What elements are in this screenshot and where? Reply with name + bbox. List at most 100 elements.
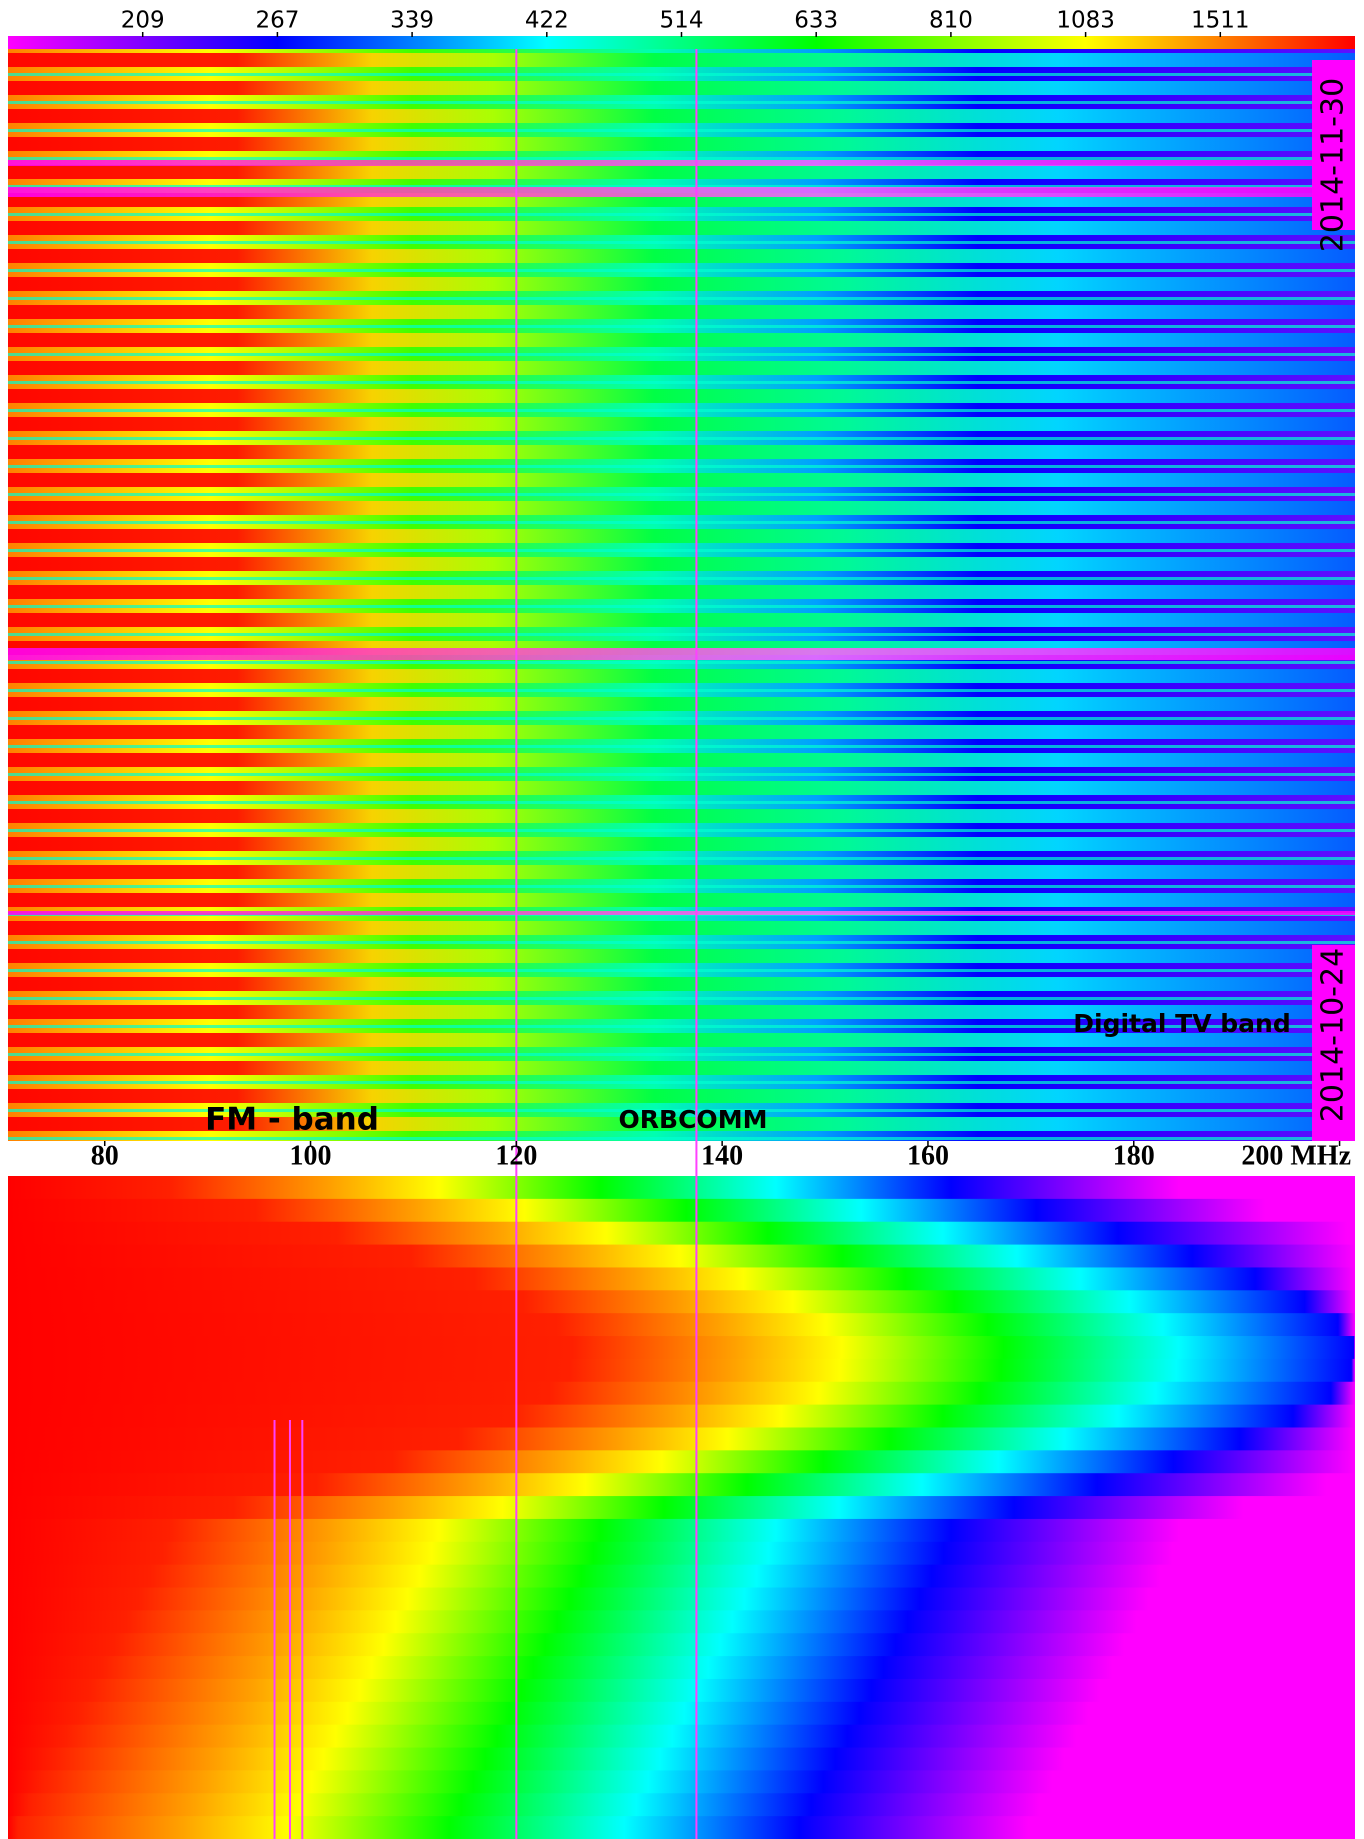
spectrum-row-seam: [8, 157, 1355, 160]
zoom-row: [8, 1267, 1355, 1291]
date-label: 2014-10-24: [1316, 948, 1351, 1122]
zoom-row: [8, 1336, 1355, 1360]
annotation: Digital TV band: [1073, 1009, 1290, 1038]
spectrum-row-seam: [8, 129, 1355, 132]
spectrum-gap: [8, 648, 1355, 660]
spectrum-row-peak: [8, 473, 1355, 487]
spectrum-row-peak: [8, 1033, 1355, 1047]
zoom-row: [8, 1176, 1355, 1200]
spectrum-row-peak: [8, 221, 1355, 235]
zoom-row: [8, 1678, 1355, 1703]
spectrum-row-seam: [8, 465, 1355, 468]
spectrum-row-peak: [8, 781, 1355, 795]
spectrum-row-peak: [8, 501, 1355, 515]
colorbar-tick-label: 633: [794, 8, 838, 34]
date-label: 2014-11-30: [1316, 78, 1351, 252]
spectrum-row-peak: [8, 893, 1355, 907]
date-strip: [1312, 945, 1355, 1141]
colorbar-tick-label: 422: [525, 8, 569, 34]
spectrum-row-peak: [8, 949, 1355, 963]
spectrum-row-peak: [8, 557, 1355, 571]
spectrum-row-seam: [8, 969, 1355, 972]
spectrum-row-peak: [8, 809, 1355, 823]
zoom-row: [8, 1816, 1355, 1839]
spectrum-row-peak: [8, 417, 1355, 431]
spectrum-row-seam: [8, 717, 1355, 720]
spectrum-row-peak: [8, 725, 1355, 739]
date-strip: [1312, 60, 1355, 230]
spectrum-row-peak: [8, 81, 1355, 95]
spectrum-gap: [8, 911, 1355, 915]
spectrum-row-peak: [8, 753, 1355, 767]
spectrum-row-seam: [8, 689, 1355, 692]
zoom-row: [8, 1404, 1355, 1428]
zoom-row: [8, 1496, 1355, 1520]
spectrum-row-seam: [8, 605, 1355, 608]
colorbar-tick-label: 514: [660, 8, 704, 34]
zoom-row: [8, 1290, 1355, 1314]
spectrum-row-peak: [8, 1117, 1355, 1131]
spectrum-row-peak: [8, 837, 1355, 851]
zoom-row: [8, 1701, 1355, 1726]
spectrum-row-peak: [8, 277, 1355, 291]
spectrum-row-seam: [8, 1025, 1355, 1028]
spectrum-row-seam: [8, 73, 1355, 76]
zoom-row: [8, 1747, 1355, 1771]
spectrum-row-seam: [8, 997, 1355, 1000]
spectrum-row-seam: [8, 885, 1355, 888]
spectrum-row-seam: [8, 101, 1355, 104]
zoom-row: [8, 1564, 1355, 1589]
spectrum-row-seam: [8, 857, 1355, 860]
zoom-row: [8, 1633, 1355, 1657]
zoom-row: [8, 1313, 1355, 1337]
spectrum-row-peak: [8, 865, 1355, 879]
spectrum-row-seam: [8, 353, 1355, 356]
x-tick-label: 200 MHz: [1241, 1140, 1351, 1171]
spectrum-row-peak: [8, 697, 1355, 711]
spectrum-row-seam: [8, 493, 1355, 496]
spectrum-row-seam: [8, 381, 1355, 384]
zoom-row: [8, 1724, 1355, 1749]
spectrum-gap: [8, 187, 1355, 197]
annotation: FM - band: [205, 1102, 379, 1138]
spectrum-row-seam: [8, 577, 1355, 580]
spectrum-row-peak: [8, 389, 1355, 403]
spectrum-row-peak: [8, 249, 1355, 263]
spectrum-row-peak: [8, 305, 1355, 319]
spectrum-row-seam: [8, 185, 1355, 188]
colorbar-tick-label: 1083: [1056, 8, 1115, 34]
zoom-row: [8, 1427, 1355, 1451]
spectrum-gap: [8, 160, 1355, 166]
spectrum-row-peak: [8, 1089, 1355, 1103]
spectrum-row-seam: [8, 297, 1355, 300]
spectrum-row-peak: [8, 1061, 1355, 1075]
spectrum-row-seam: [8, 325, 1355, 328]
zoom-row: [8, 1198, 1355, 1223]
spectrum-row-seam: [8, 1081, 1355, 1084]
zoom-row: [8, 1221, 1355, 1246]
spectrum-row-peak: [8, 669, 1355, 683]
zoom-row: [8, 1770, 1355, 1794]
spectrum-row-seam: [8, 1109, 1355, 1112]
colorbar-tick-label: 1511: [1191, 8, 1250, 34]
spectrum-row-seam: [8, 269, 1355, 272]
spectrum-row-peak: [8, 361, 1355, 375]
zoom-row: [8, 1450, 1355, 1474]
spectrum-row-peak: [8, 921, 1355, 935]
spectrogram-top: [8, 49, 1355, 1141]
zoom-row: [8, 1358, 1355, 1383]
zoom-row: [8, 1610, 1355, 1634]
spectrum-row-seam: [8, 521, 1355, 524]
zoom-row: [8, 1587, 1355, 1611]
spectrum-row-seam: [8, 1053, 1355, 1056]
spectrum-row-seam: [8, 773, 1355, 776]
spectrum-row-seam: [8, 829, 1355, 832]
colorbar-tick-label: 209: [121, 8, 165, 34]
colorbar: [8, 36, 1355, 49]
spectrum-row-seam: [8, 549, 1355, 552]
spectrum-row-peak: [8, 1005, 1355, 1019]
zoom-row: [8, 1381, 1355, 1406]
spectrum-row-peak: [8, 613, 1355, 627]
zoom-row: [8, 1473, 1355, 1497]
